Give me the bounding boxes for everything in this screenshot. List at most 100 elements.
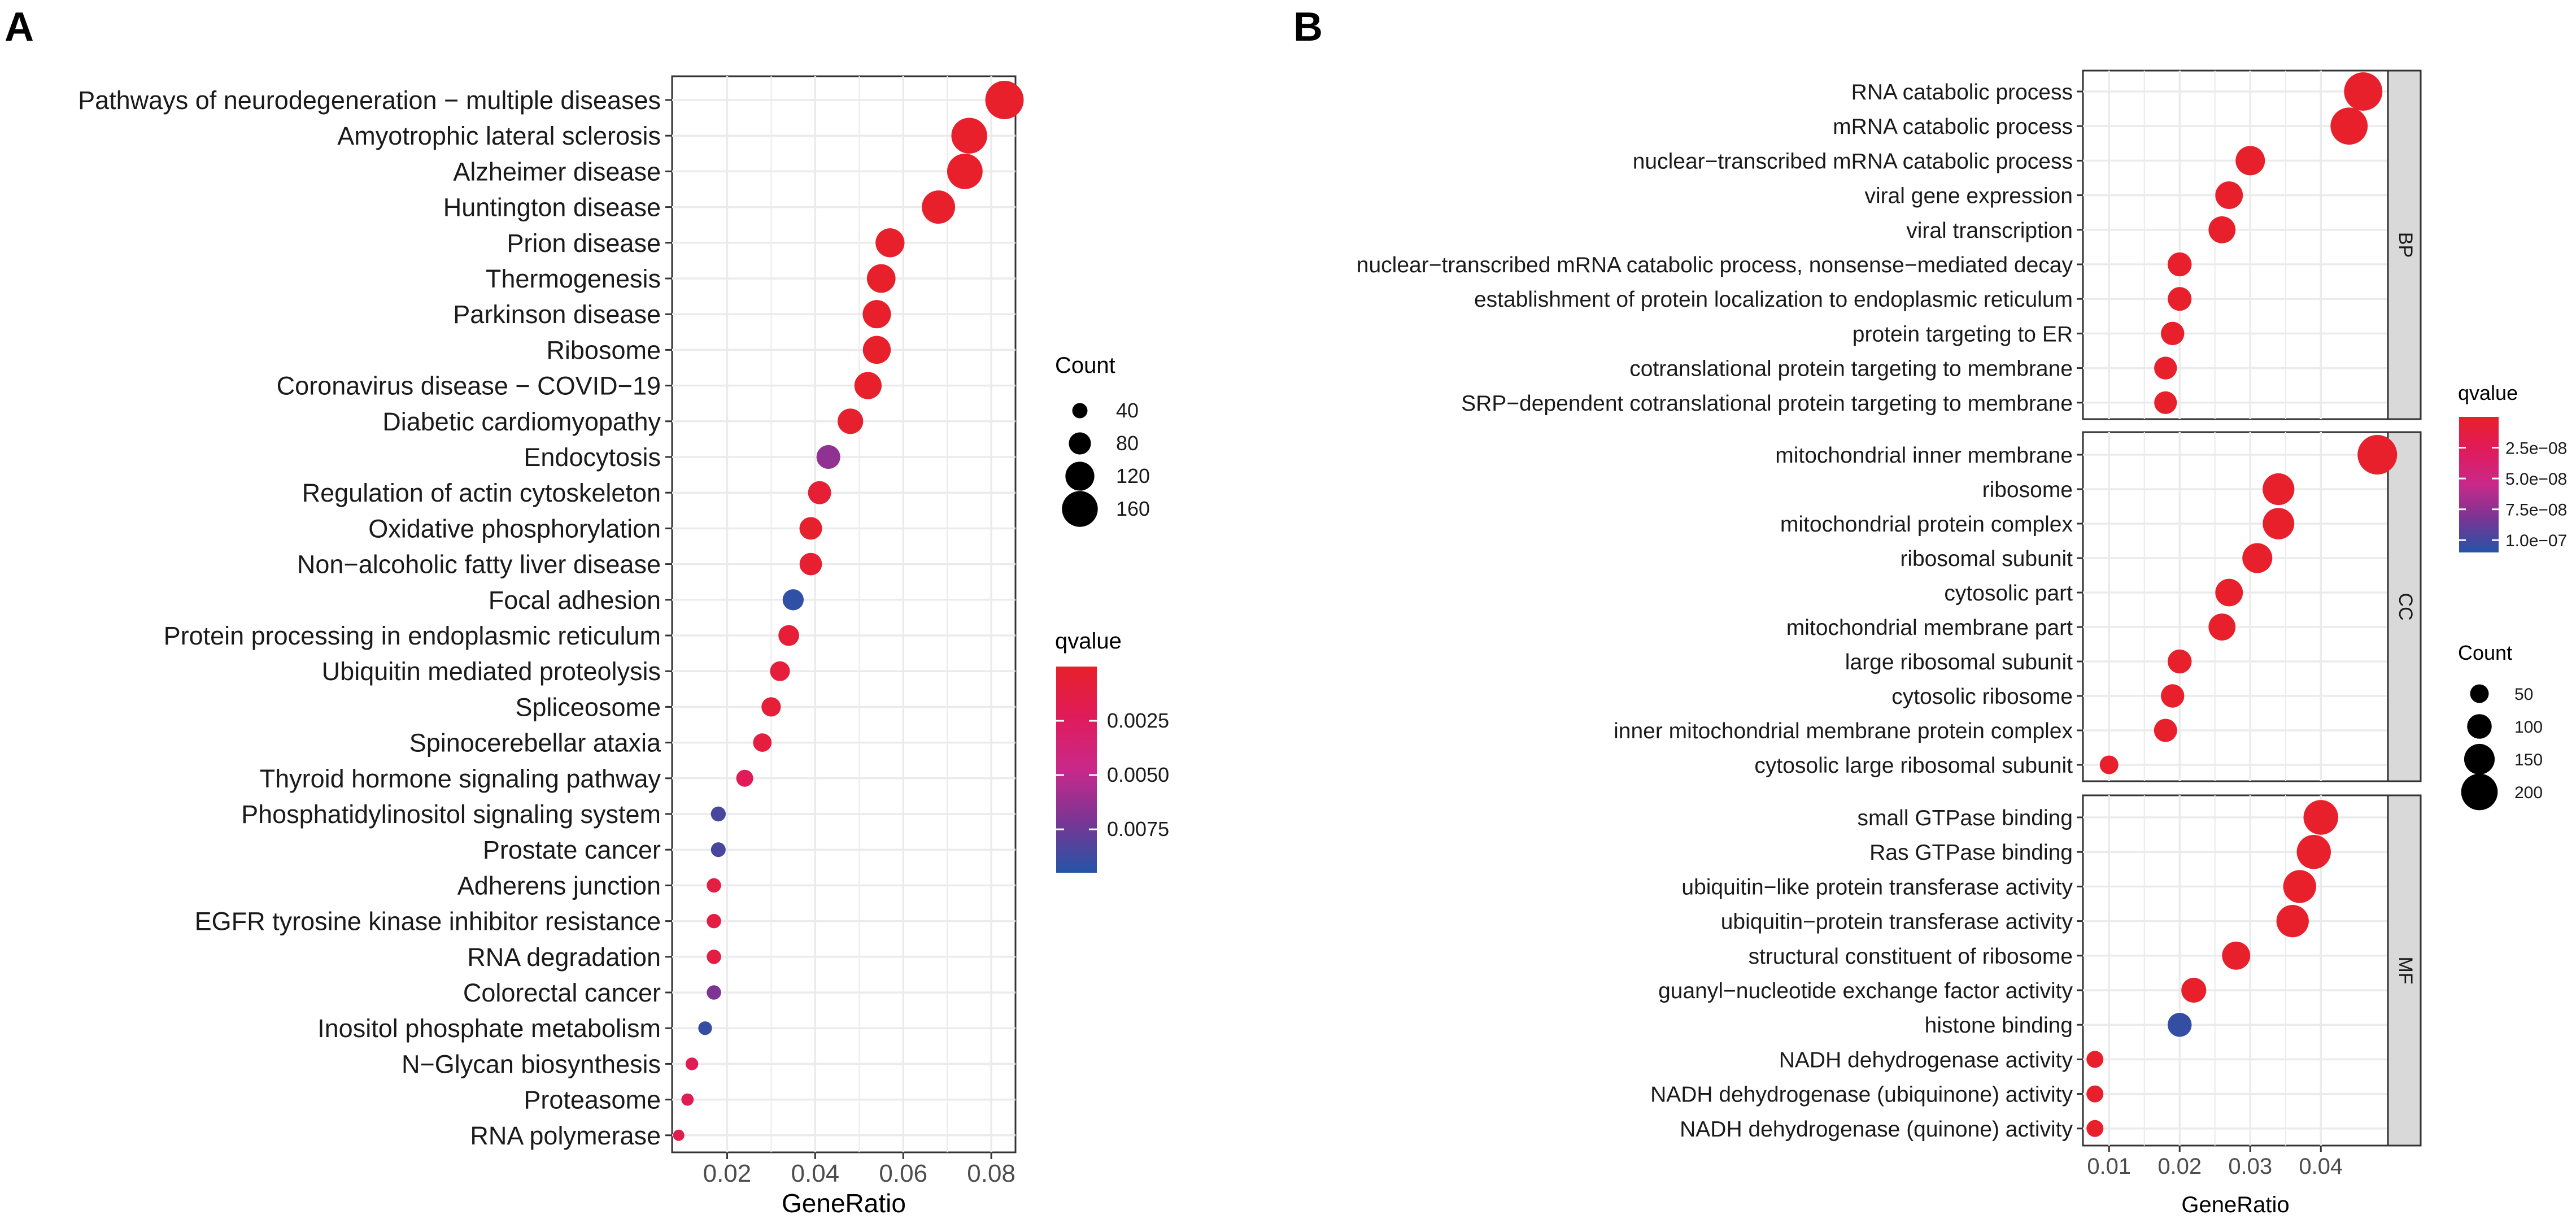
kegg-term-thyroid-hormone-signaling-pathway: Thyroid hormone signaling pathway: [260, 764, 661, 793]
kegg-qvalue-tick-label: 0.0025: [1107, 709, 1169, 732]
kegg-term-diabetic-cardiomyopathy: Diabetic cardiomyopathy: [382, 407, 661, 436]
kegg-dot-parkinson-disease: [862, 300, 891, 329]
go-dot-mitochondrial-protein-complex: [2263, 508, 2295, 539]
go-x-axis: 0.01 0.02 0.03 0.04: [2087, 1146, 2343, 1179]
go-qvalue-colorbar: [2459, 417, 2499, 552]
kegg-count-legend-label: 40: [1116, 399, 1139, 422]
go-count-legend-key: [2470, 684, 2489, 703]
go-facet-strip: [2387, 69, 2422, 420]
kegg-dot-rna-polymerase: [673, 1129, 685, 1141]
go-term-cytosolic-large-ribosomal-subunit: cytosolic large ribosomal subunit: [1754, 754, 2073, 778]
kegg-x-tick-label: 0.06: [879, 1160, 927, 1187]
go-x-axis-title: GeneRatio: [2181, 1192, 2289, 1217]
kegg-qvalue-legend-title: qvalue: [1055, 629, 1122, 654]
go-count-legend-key: [2464, 743, 2495, 775]
go-term-nadh-dehydrogenase-activity: NADH dehydrogenase activity: [1779, 1048, 2073, 1072]
kegg-dot-endocytosis: [816, 445, 840, 469]
go-dot-viral-gene-expression: [2215, 181, 2243, 210]
go-dot-ubiquitin-protein-transferase-activity: [2276, 904, 2309, 938]
kegg-dot-amyotrophic-lateral-sclerosis: [951, 117, 987, 154]
kegg-term-egfr-tyrosine-kinase-inhibitor-resistance: EGFR tyrosine kinase inhibitor resistanc…: [195, 907, 661, 936]
panel-a-letter: A: [5, 5, 34, 50]
kegg-count-legend: Count 40 80 120 160: [1055, 353, 1150, 527]
go-dot-ribosomal-subunit: [2242, 543, 2273, 573]
kegg-term-n-glycan-biosynthesis: N−Glycan biosynthesis: [402, 1050, 661, 1078]
kegg-term-prostate-cancer: Prostate cancer: [483, 835, 661, 864]
go-dot-cotranslational-protein-targeting-to-membrane: [2154, 356, 2177, 380]
go-count-legend-key: [2467, 714, 2492, 739]
go-count-legend-label: 50: [2514, 685, 2533, 704]
kegg-dot-adherens-junction: [707, 878, 721, 893]
kegg-count-legend-label: 80: [1116, 432, 1139, 455]
kegg-count-legend-label: 160: [1116, 497, 1150, 520]
go-count-legend-label: 200: [2514, 783, 2543, 802]
kegg-dot-inositol-phosphate-metabolism: [698, 1021, 712, 1035]
kegg-plot-area: [671, 75, 1017, 1153]
kegg-dot-spliceosome: [761, 697, 781, 717]
go-qvalue-legend: qvalue 2.5e−08 5.0e−08 7.5e−08 1.0e−07: [2458, 381, 2567, 552]
kegg-term-huntington-disease: Huntington disease: [443, 193, 661, 222]
go-term-structural-constituent-of-ribosome: structural constituent of ribosome: [1749, 944, 2073, 969]
kegg-term-spliceosome: Spliceosome: [515, 693, 661, 721]
go-dot-rna-catabolic-process: [2344, 72, 2383, 111]
kegg-count-legend-title: Count: [1055, 353, 1115, 378]
go-dot-mitochondrial-membrane-part: [2208, 613, 2236, 641]
go-dotplot: BP RNA catabolic process mRNA catabolic pr…: [1357, 69, 2567, 1217]
go-count-legend: Count 50 100 150 200: [2458, 641, 2543, 811]
kegg-dot-ribosome: [862, 336, 891, 364]
kegg-term-prion-disease: Prion disease: [507, 229, 661, 258]
go-term-protein-targeting-to-er: protein targeting to ER: [1853, 322, 2073, 346]
go-dot-large-ribosomal-subunit: [2168, 649, 2192, 674]
go-dot-guanyl-nucleotide-exchange-factor-activity: [2181, 977, 2207, 1003]
go-term-guanyl-nucleotide-exchange-factor-activity: guanyl−nucleotide exchange factor activi…: [1658, 979, 2073, 1003]
kegg-qvalue-tick-label: 0.0075: [1107, 817, 1169, 841]
kegg-term-non-alcoholic-fatty-liver-disease: Non−alcoholic fatty liver disease: [297, 550, 661, 579]
go-term-rna-catabolic-process: RNA catabolic process: [1851, 80, 2073, 105]
go-dot-nuclear-transcribed-mrna-catabolic-process-nonse: [2168, 252, 2192, 277]
go-term-ubiquitin-like-protein-transferase-activity: ubiquitin−like protein transferase activ…: [1681, 875, 2073, 899]
kegg-x-tick-label: 0.02: [703, 1160, 752, 1187]
kegg-term-rna-degradation: RNA degradation: [467, 943, 661, 972]
kegg-count-legend-key: [1062, 491, 1098, 527]
kegg-dot-protein-processing-in-endoplasmic-reticulum: [778, 625, 799, 646]
kegg-dot-focal-adhesion: [782, 589, 804, 611]
go-dot-small-gtpase-binding: [2303, 800, 2339, 835]
go-dot-ras-gtpase-binding: [2296, 834, 2331, 869]
kegg-dot-prion-disease: [875, 228, 905, 258]
kegg-term-parkinson-disease: Parkinson disease: [453, 300, 661, 329]
go-term-mitochondrial-membrane-part: mitochondrial membrane part: [1786, 616, 2073, 640]
kegg-count-legend-key: [1065, 462, 1095, 491]
kegg-term-focal-adhesion: Focal adhesion: [489, 586, 661, 615]
go-term-nuclear-transcribed-mrna-catabolic-process: nuclear−transcribed mRNA catabolic proce…: [1633, 149, 2073, 173]
kegg-qvalue-colorbar: [1056, 667, 1097, 873]
go-facet-plot-area: [2082, 431, 2389, 782]
go-dot-ubiquitin-like-protein-transferase-activity: [2283, 870, 2316, 903]
kegg-dot-n-glycan-biosynthesis: [685, 1057, 699, 1070]
go-term-ribosome: ribosome: [1982, 478, 2073, 502]
kegg-dot-alzheimer-disease: [947, 153, 983, 189]
go-term-inner-mitochondrial-membrane-protein-complex: inner mitochondrial membrane protein com…: [1614, 719, 2073, 743]
kegg-term-protein-processing-in-endoplasmic-reticulum: Protein processing in endoplasmic reticu…: [164, 621, 661, 650]
go-dot-ribosome: [2263, 473, 2295, 506]
kegg-term-pathways-of-neurodegeneration-multiple-diseases: Pathways of neurodegeneration − multiple…: [78, 86, 661, 115]
go-term-nuclear-transcribed-mrna-catabolic-process-nonse: nuclear−transcribed mRNA catabolic proce…: [1357, 253, 2073, 277]
kegg-dot-regulation-of-actin-cytoskeleton: [808, 481, 831, 504]
panel-b-letter: B: [1293, 5, 1323, 50]
go-dot-establishment-of-protein-localization-to-endopla: [2168, 287, 2192, 311]
go-dot-srp-dependent-cotranslational-protein-targeting-: [2154, 391, 2177, 414]
go-facet-mf: MF small GTPase binding Ras GTPase binding…: [1650, 794, 2422, 1147]
go-term-srp-dependent-cotranslational-protein-targeting-: SRP−dependent cotranslational protein ta…: [1461, 391, 2073, 416]
kegg-term-oxidative-phosphorylation: Oxidative phosphorylation: [368, 514, 661, 543]
go-term-histone-binding: histone binding: [1925, 1013, 2073, 1038]
kegg-dot-egfr-tyrosine-kinase-inhibitor-resistance: [707, 913, 721, 929]
kegg-x-tick-label: 0.08: [967, 1160, 1015, 1187]
kegg-dot-diabetic-cardiomyopathy: [838, 408, 864, 434]
go-term-cytosolic-ribosome: cytosolic ribosome: [1891, 685, 2073, 709]
kegg-term-colorectal-cancer: Colorectal cancer: [463, 978, 661, 1007]
go-term-cytosolic-part: cytosolic part: [1944, 581, 2073, 606]
go-dot-cytosolic-large-ribosomal-subunit: [2099, 755, 2119, 774]
go-facet-bp: BP RNA catabolic process mRNA catabolic pr…: [1357, 69, 2422, 420]
go-dot-nadh-dehydrogenase-activity: [2086, 1051, 2104, 1068]
go-dot-cytosolic-ribosome: [2161, 684, 2185, 708]
